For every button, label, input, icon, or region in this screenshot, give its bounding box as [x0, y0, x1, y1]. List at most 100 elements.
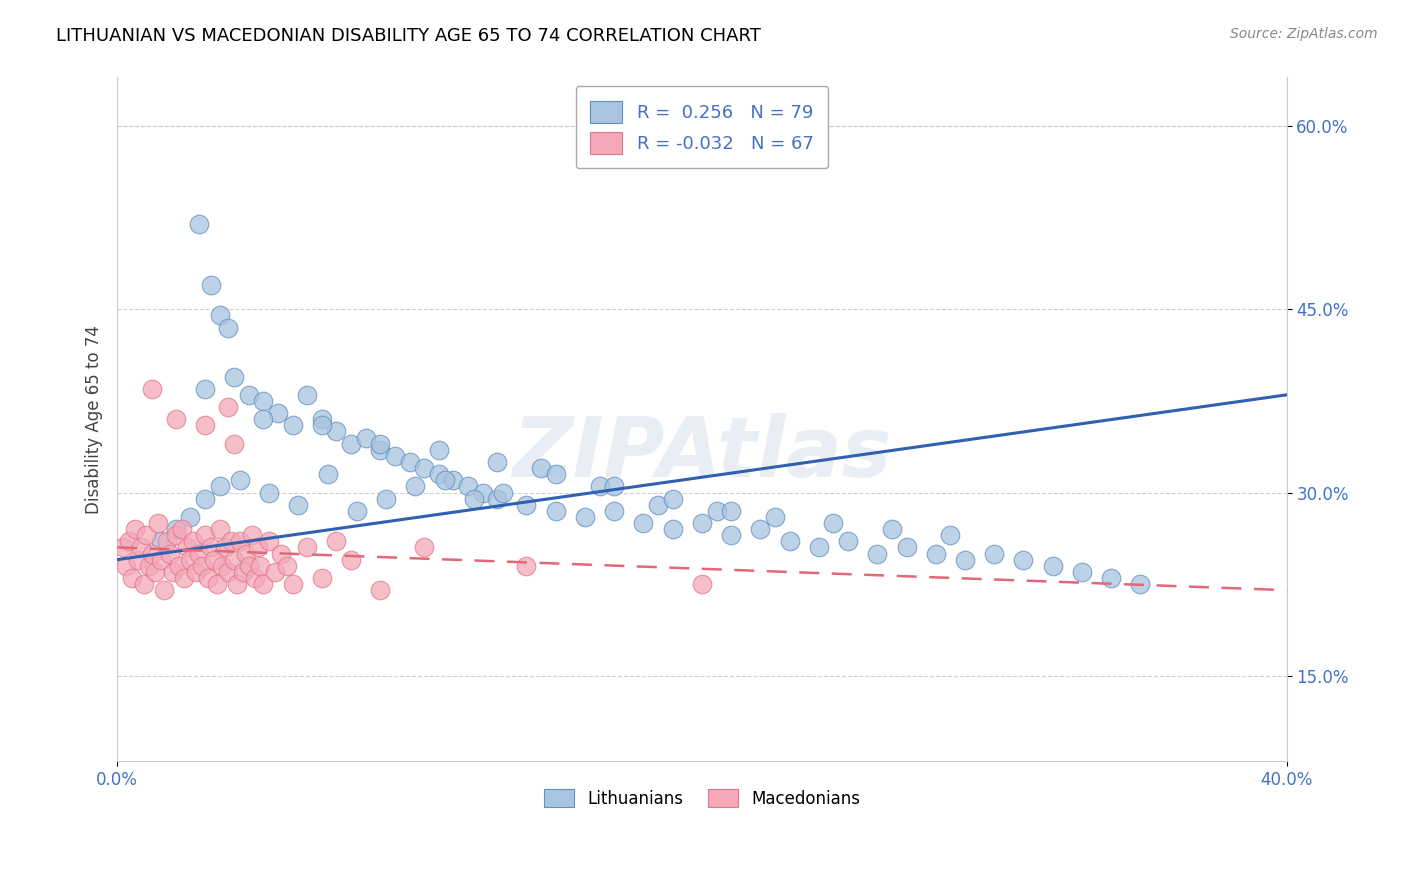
Point	[325, 534, 347, 549]
Point	[763, 510, 786, 524]
Point	[191, 558, 214, 573]
Point	[427, 467, 450, 482]
Legend: Lithuanians, Macedonians: Lithuanians, Macedonians	[537, 782, 868, 814]
Point	[219, 534, 242, 549]
Point	[208, 479, 231, 493]
Point	[281, 577, 304, 591]
Point	[176, 541, 198, 555]
Point	[457, 479, 479, 493]
Point	[257, 534, 280, 549]
Point	[135, 528, 157, 542]
Point	[124, 522, 146, 536]
Point	[146, 516, 169, 530]
Point	[276, 558, 298, 573]
Point	[603, 479, 626, 493]
Point	[463, 491, 485, 506]
Point	[953, 552, 976, 566]
Point	[633, 516, 655, 530]
Point	[150, 552, 173, 566]
Point	[232, 565, 254, 579]
Point	[205, 577, 228, 591]
Point	[404, 479, 426, 493]
Point	[238, 558, 260, 573]
Point	[252, 577, 274, 591]
Point	[706, 504, 728, 518]
Point	[129, 541, 152, 555]
Point	[368, 442, 391, 457]
Point	[384, 449, 406, 463]
Point	[807, 541, 830, 555]
Point	[1071, 565, 1094, 579]
Point	[515, 498, 537, 512]
Point	[217, 565, 239, 579]
Point	[588, 479, 610, 493]
Point	[354, 431, 377, 445]
Point	[162, 565, 184, 579]
Point	[492, 485, 515, 500]
Point	[141, 382, 163, 396]
Point	[132, 577, 155, 591]
Point	[515, 558, 537, 573]
Point	[375, 491, 398, 506]
Point	[153, 583, 176, 598]
Point	[188, 217, 211, 231]
Point	[427, 442, 450, 457]
Point	[214, 541, 236, 555]
Point	[238, 388, 260, 402]
Point	[179, 552, 201, 566]
Point	[544, 467, 567, 482]
Point	[311, 571, 333, 585]
Point	[167, 558, 190, 573]
Point	[141, 547, 163, 561]
Point	[112, 541, 135, 555]
Point	[297, 541, 319, 555]
Point	[224, 552, 246, 566]
Point	[823, 516, 845, 530]
Point	[224, 369, 246, 384]
Point	[1099, 571, 1122, 585]
Point	[340, 552, 363, 566]
Point	[661, 491, 683, 506]
Point	[150, 534, 173, 549]
Point	[690, 577, 713, 591]
Point	[1042, 558, 1064, 573]
Point	[202, 552, 225, 566]
Point	[311, 418, 333, 433]
Point	[368, 583, 391, 598]
Point	[194, 418, 217, 433]
Point	[138, 558, 160, 573]
Point	[287, 498, 309, 512]
Point	[200, 277, 222, 292]
Point	[486, 491, 509, 506]
Point	[173, 571, 195, 585]
Y-axis label: Disability Age 65 to 74: Disability Age 65 to 74	[86, 325, 103, 514]
Point	[181, 534, 204, 549]
Text: Source: ZipAtlas.com: Source: ZipAtlas.com	[1230, 27, 1378, 41]
Point	[661, 522, 683, 536]
Point	[413, 461, 436, 475]
Point	[486, 455, 509, 469]
Point	[159, 547, 181, 561]
Point	[118, 534, 141, 549]
Point	[127, 552, 149, 566]
Point	[603, 504, 626, 518]
Point	[880, 522, 903, 536]
Point	[249, 558, 271, 573]
Point	[226, 577, 249, 591]
Point	[368, 436, 391, 450]
Point	[208, 309, 231, 323]
Point	[121, 571, 143, 585]
Point	[413, 541, 436, 555]
Point	[194, 528, 217, 542]
Point	[165, 412, 187, 426]
Point	[229, 534, 252, 549]
Point	[325, 425, 347, 439]
Point	[281, 418, 304, 433]
Point	[270, 547, 292, 561]
Point	[194, 491, 217, 506]
Point	[647, 498, 669, 512]
Point	[115, 558, 138, 573]
Point	[165, 522, 187, 536]
Point	[264, 565, 287, 579]
Point	[143, 565, 166, 579]
